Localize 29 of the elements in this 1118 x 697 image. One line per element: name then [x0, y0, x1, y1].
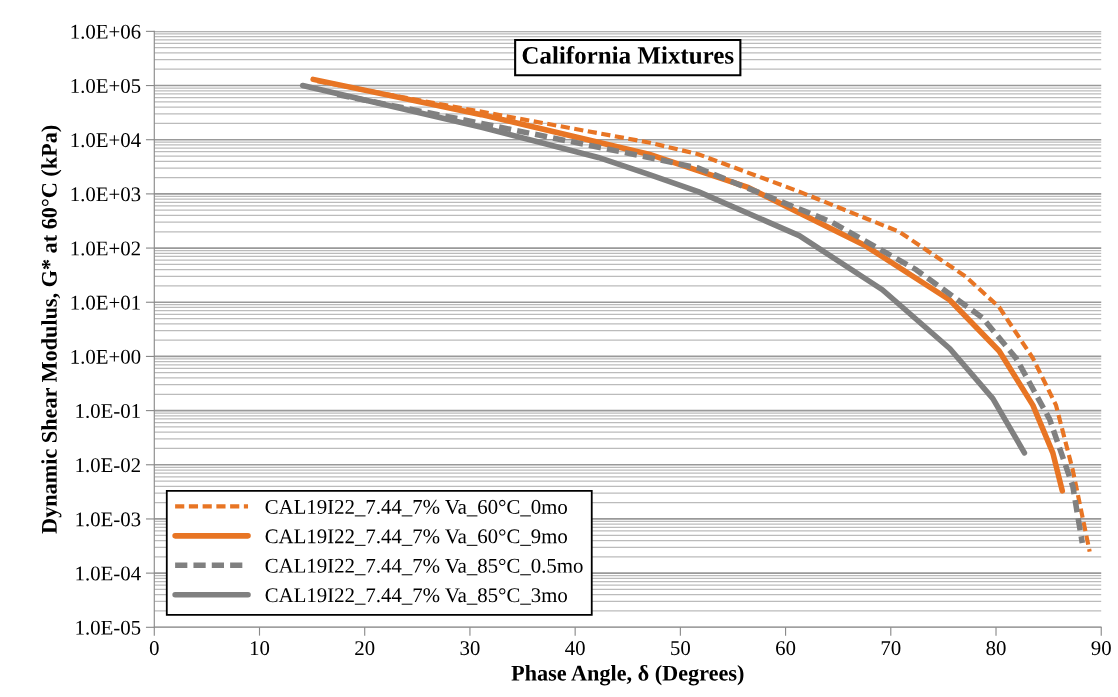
- x-tick-label: 30: [460, 641, 480, 656]
- y-tick-label: 1.0E-03: [76, 512, 141, 527]
- y-axis-title: Dynamic Shear Modulus, G* at 60°C (kPa): [41, 125, 62, 534]
- legend-label: CAL19I22_7.44_7% Va_85°C_0.5mo: [265, 558, 583, 576]
- y-tick-label: 1.0E-05: [76, 620, 141, 635]
- y-tick-label: 1.0E+00: [71, 349, 141, 364]
- x-tick-label: 0: [149, 641, 159, 656]
- legend-label: CAL19I22_7.44_7% Va_60°C_0mo: [265, 499, 567, 517]
- x-tick-label: 40: [565, 641, 585, 656]
- x-tick-label: 50: [671, 641, 690, 656]
- x-tick-label: 70: [881, 641, 901, 656]
- x-tick-label: 10: [250, 641, 270, 656]
- y-tick-label: 1.0E+05: [71, 78, 141, 94]
- x-axis-title: Phase Angle, δ (Degrees): [511, 664, 744, 686]
- x-tick-label: 80: [986, 641, 1006, 656]
- y-tick-label: 1.0E+02: [71, 241, 140, 256]
- x-tick-label: 60: [776, 641, 796, 656]
- y-tick-label: 1.0E-04: [76, 566, 141, 581]
- y-tick-label: 1.0E+03: [71, 187, 141, 202]
- y-tick-label: 1.0E+06: [71, 24, 141, 39]
- y-tick-label: 1.0E-02: [76, 458, 140, 473]
- x-tick-label: 90: [1091, 641, 1111, 656]
- y-tick-label: 1.0E+04: [71, 133, 141, 148]
- y-tick-label: 1.0E+01: [71, 295, 140, 310]
- legend-label: CAL19I22_7.44_7% Va_60°C_9mo: [265, 529, 567, 546]
- x-tick-label: 20: [355, 641, 375, 656]
- y-tick-label: 1.0E-01: [76, 403, 140, 419]
- chart-title: California Mixtures: [522, 46, 734, 64]
- legend-label: CAL19I22_7.44_7% Va_85°C_3mo: [265, 588, 567, 605]
